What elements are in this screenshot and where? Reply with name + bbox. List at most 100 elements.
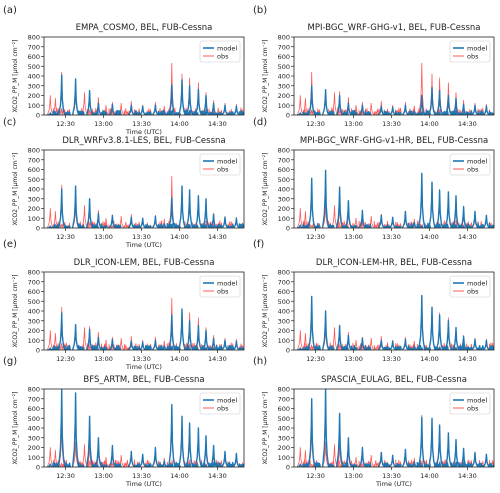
- y-tick-label: 100: [28, 215, 40, 223]
- legend-label-obs: obs: [217, 52, 229, 60]
- y-tick-label: 100: [28, 454, 40, 462]
- legend-label-obs: obs: [467, 287, 479, 295]
- y-axis-label: XCO2_PP_M [µmol cm⁻²]: [12, 152, 19, 225]
- x-tick-label: 13:30: [382, 233, 401, 241]
- y-tick-label: 500: [28, 415, 40, 423]
- x-tick-label: 12:30: [306, 120, 325, 128]
- y-tick-label: 600: [278, 288, 290, 296]
- x-tick-label: 14:30: [458, 355, 477, 363]
- y-tick-label: 400: [278, 425, 290, 433]
- x-tick-label: 13:30: [382, 472, 401, 480]
- panel-c: (c) DLR_WRFv3.8.1-LES, BEL, FUB-Cessna 0 10…: [3, 117, 245, 249]
- x-tick-label: 13:00: [94, 355, 113, 363]
- y-tick-label: 700: [278, 278, 290, 286]
- y-tick-label: 400: [278, 308, 290, 316]
- y-tick-label: 300: [278, 82, 290, 90]
- y-tick-label: 800: [278, 269, 290, 277]
- panel-tag: (h): [253, 356, 267, 367]
- y-tick-label: 800: [278, 34, 290, 42]
- x-tick-label: 13:30: [132, 472, 151, 480]
- y-tick-label: 700: [278, 43, 290, 51]
- y-tick-label: 600: [28, 405, 40, 413]
- panel-title: DLR_ICON-LEM, BEL, FUB-Cessna: [74, 258, 215, 268]
- x-axis-label: Time (UTC): [125, 363, 162, 371]
- legend-box: [449, 275, 491, 298]
- y-tick-label: 700: [28, 43, 40, 51]
- y-axis-label: XCO2_PP_M [µmol cm⁻²]: [12, 391, 19, 464]
- y-tick-label: 400: [278, 73, 290, 81]
- x-tick-label: 14:00: [170, 472, 189, 480]
- legend-box: [199, 275, 241, 298]
- y-tick-label: 300: [278, 434, 290, 442]
- x-tick-label: 12:30: [306, 472, 325, 480]
- x-tick-label: 12:30: [56, 233, 75, 241]
- x-tick-label: 14:00: [420, 355, 439, 363]
- y-tick-label: 300: [28, 434, 40, 442]
- x-tick-label: 14:00: [170, 355, 189, 363]
- x-tick-label: 13:30: [132, 233, 151, 241]
- y-tick-label: 400: [28, 73, 40, 81]
- x-tick-label: 13:00: [344, 233, 363, 241]
- series-line-model: [297, 294, 494, 350]
- panel-title: SPASCIA_EULAG, BEL, FUB-Cessna: [321, 375, 467, 385]
- y-tick-label: 200: [278, 327, 290, 335]
- y-tick-label: 500: [278, 298, 290, 306]
- y-tick-label: 600: [28, 288, 40, 296]
- x-tick-label: 14:30: [458, 233, 477, 241]
- series-line-model: [297, 169, 494, 228]
- x-tick-label: 14:30: [458, 120, 477, 128]
- legend-label-obs: obs: [217, 165, 229, 173]
- y-tick-label: 0: [36, 112, 40, 120]
- x-tick-label: 13:00: [94, 233, 113, 241]
- panel-f: (f) DLR_ICON-LEM-HR, BEL, FUB-Cessna 0 100 2…: [253, 239, 495, 363]
- y-tick-label: 100: [278, 102, 290, 110]
- y-tick-label: 800: [28, 269, 40, 277]
- series-area: [46, 297, 244, 350]
- panel-e: (e) DLR_ICON-LEM, BEL, FUB-Cessna 0 100 200 3…: [3, 239, 245, 371]
- panel-tag: (g): [3, 356, 17, 367]
- legend-label-model: model: [217, 157, 237, 165]
- panel-tag: (a): [3, 5, 17, 16]
- series-line-model: [47, 389, 244, 467]
- y-tick-label: 600: [28, 166, 40, 174]
- panel-tag: (c): [3, 117, 16, 128]
- y-tick-label: 300: [28, 317, 40, 325]
- y-tick-label: 200: [28, 92, 40, 100]
- legend-label-model: model: [217, 279, 237, 287]
- y-tick-label: 500: [28, 298, 40, 306]
- y-tick-label: 0: [286, 464, 290, 472]
- y-tick-label: 600: [28, 53, 40, 61]
- series-line-model: [297, 85, 494, 115]
- y-tick-label: 0: [36, 464, 40, 472]
- y-tick-label: 700: [28, 395, 40, 403]
- y-tick-label: 0: [286, 347, 290, 355]
- legend-label-model: model: [467, 396, 487, 404]
- panel-title: DLR_ICON-LEM-HR, BEL, FUB-Cessna: [316, 258, 472, 268]
- y-axis-label: XCO2_PP_M [µmol cm⁻²]: [262, 39, 269, 112]
- x-tick-label: 12:30: [306, 233, 325, 241]
- y-tick-label: 800: [28, 386, 40, 394]
- y-axis-label: XCO2_PP_M [µmol cm⁻²]: [262, 274, 269, 347]
- y-tick-label: 300: [28, 82, 40, 90]
- y-axis-label: XCO2_PP_M [µmol cm⁻²]: [12, 274, 19, 347]
- y-tick-label: 500: [28, 176, 40, 184]
- x-axis-label: Time (UTC): [125, 480, 162, 488]
- x-tick-label: 12:30: [56, 355, 75, 363]
- x-tick-label: 14:30: [208, 472, 227, 480]
- y-tick-label: 300: [278, 317, 290, 325]
- series-line-model: [47, 185, 244, 228]
- x-tick-label: 12:30: [56, 120, 75, 128]
- y-tick-label: 0: [286, 112, 290, 120]
- y-tick-label: 500: [28, 63, 40, 71]
- legend-label-model: model: [467, 279, 487, 287]
- panel-a: (a) EMPA_COSMO, BEL, FUB-Cessna 0 100 200 300…: [3, 5, 245, 136]
- x-tick-label: 14:30: [208, 233, 227, 241]
- y-tick-label: 800: [28, 147, 40, 155]
- y-tick-label: 100: [278, 215, 290, 223]
- x-tick-label: 13:00: [344, 472, 363, 480]
- series-line-model: [47, 308, 244, 350]
- legend-label-model: model: [217, 44, 237, 52]
- panel-b: (b) MPI-BGC_WRF-GHG-v1, BEL, FUB-Cessna 0 1…: [253, 5, 495, 128]
- legend-box: [199, 40, 241, 63]
- y-tick-label: 100: [28, 337, 40, 345]
